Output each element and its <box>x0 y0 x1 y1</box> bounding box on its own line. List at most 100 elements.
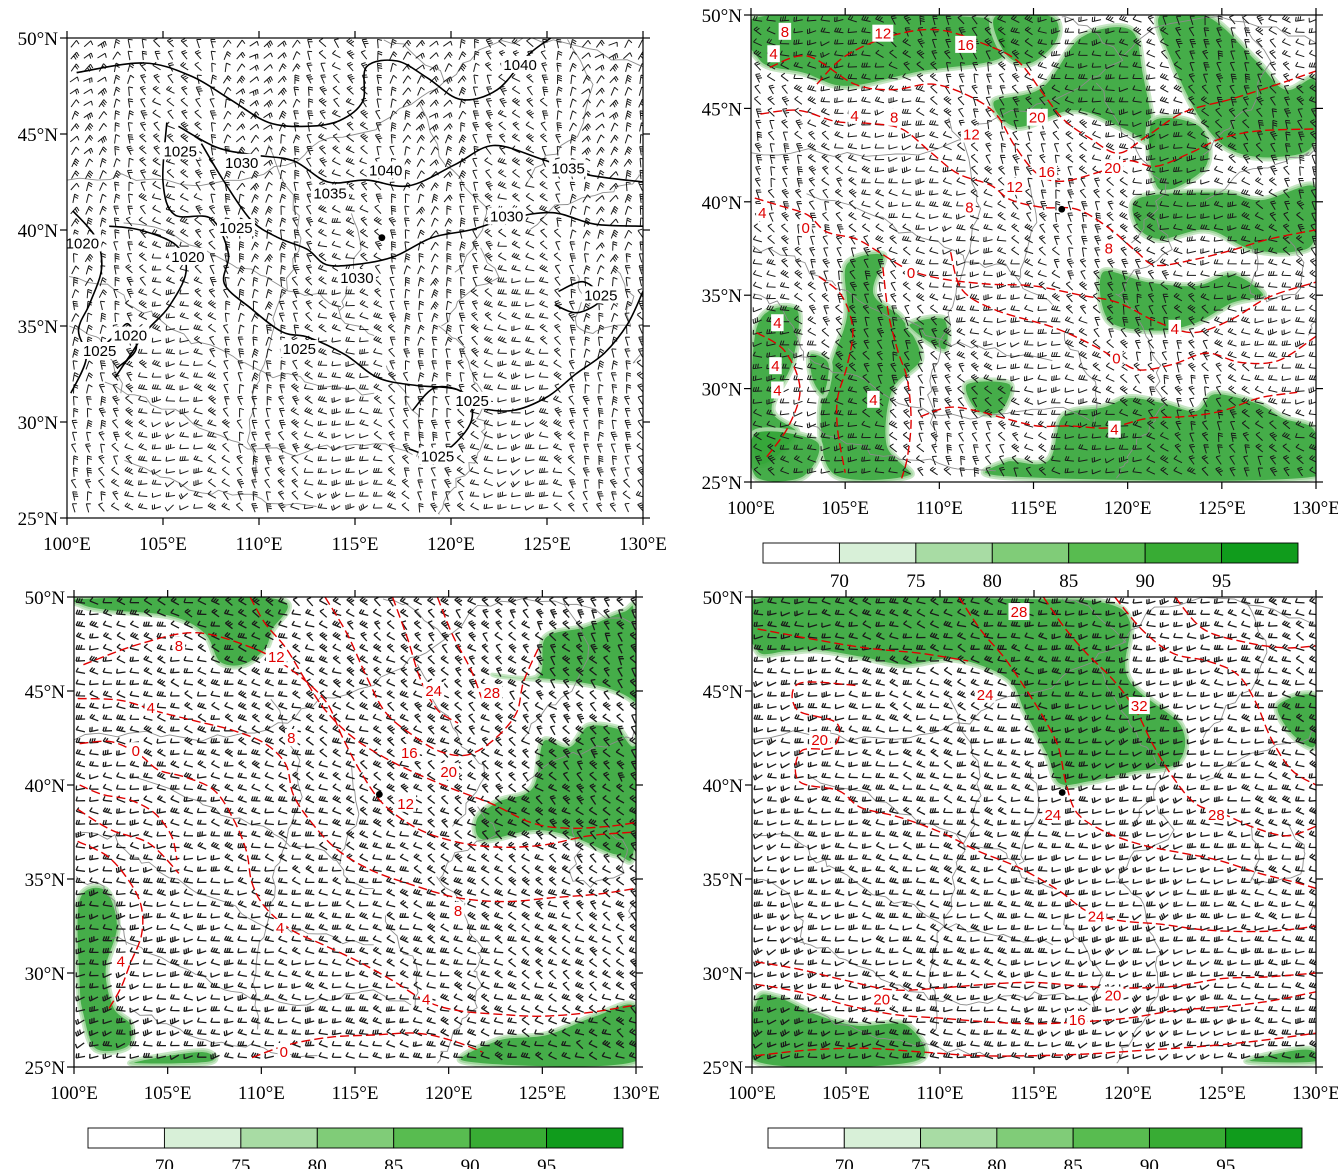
colorbar-top-right: 70 75 80 85 90 95 <box>762 542 1299 592</box>
colorbar-segment <box>920 1127 998 1149</box>
x-tick-label: 130°E <box>612 1083 660 1104</box>
isotherm-line <box>79 784 178 861</box>
contour-label-bg <box>337 269 376 286</box>
y-tick-label: 25°N <box>703 1058 744 1079</box>
contour-label: 24 <box>425 683 442 700</box>
contour-label-bg <box>216 219 255 237</box>
colorbar-segment <box>87 1127 165 1149</box>
y-tick-label: 35°N <box>703 870 744 891</box>
wind-barbs <box>752 597 1316 1061</box>
contour-label-bg <box>767 45 780 63</box>
isotherm-line <box>755 983 1316 1025</box>
contour-label: 1025 <box>584 287 617 304</box>
x-tick-label: 120°E <box>425 1083 473 1104</box>
isotherms <box>755 597 1316 1057</box>
contour-label: 20 <box>440 764 457 781</box>
contour-label-bg <box>963 198 976 216</box>
isotherm-line <box>249 597 636 830</box>
contour-label-bg <box>1102 159 1124 177</box>
contour-label-bg <box>1102 239 1116 257</box>
contour-label-bg <box>955 35 977 53</box>
contour-label: 4 <box>117 954 125 971</box>
contour-label-bg <box>581 286 620 304</box>
contour-label-bg <box>769 357 782 375</box>
contour-label-bg <box>398 744 420 762</box>
x-tick-label: 120°E <box>427 534 475 555</box>
isobar-line <box>161 122 643 412</box>
y-tick-label: 50°N <box>25 588 66 609</box>
humidity-region <box>127 1048 219 1067</box>
contour-label: 8 <box>175 638 183 655</box>
contour-label: 4 <box>869 392 877 409</box>
x-tick-label: 100°E <box>728 1083 776 1104</box>
y-tick-label: 30°N <box>18 413 59 434</box>
contour-label-bg <box>1108 420 1121 438</box>
x-tick-label: 115°E <box>332 1083 379 1104</box>
colorbar-label: 70 <box>835 1156 854 1169</box>
border-line <box>1248 238 1305 303</box>
humidity-shading <box>751 15 1316 482</box>
isotherm-line <box>949 251 1316 371</box>
contour-label-bg <box>1008 603 1030 621</box>
y-tick-label: 45°N <box>703 682 744 703</box>
contour-label: 28 <box>483 685 500 702</box>
contour-label-bg <box>867 390 880 408</box>
contour-label-bg <box>1205 806 1227 824</box>
beijing-station-dot <box>1058 205 1066 213</box>
border-line <box>129 775 374 889</box>
contour-label: 8 <box>287 730 295 747</box>
colorbar-bottom-left: 70 75 80 85 90 95 <box>87 1127 624 1169</box>
isotherm-line <box>77 697 636 903</box>
colorbar-label: 75 <box>231 1156 250 1169</box>
panel-bottom-left: 8 12 4 0 8 24 28 16 20 12 8 4 4 4 0 100°E 105°E 110°E 115°… <box>25 588 660 1104</box>
contour-label-bg <box>168 247 207 265</box>
contour-label: 20 <box>1029 110 1046 127</box>
colorbar-segment <box>1221 542 1299 564</box>
border-line <box>1308 317 1316 336</box>
border-line <box>753 832 837 870</box>
map-content: 8 12 4 0 8 24 28 16 20 12 8 4 4 4 0 <box>74 597 636 1067</box>
colorbar-segment <box>240 1127 318 1149</box>
contour-label: 1025 <box>455 393 488 410</box>
contour-label: 12 <box>963 127 980 144</box>
colorbar-segment <box>838 542 917 564</box>
contour-label: 4 <box>771 358 779 375</box>
contour-label-bg <box>366 161 405 179</box>
x-tick-label: 130°E <box>1292 498 1338 519</box>
isotherm-line <box>436 597 484 701</box>
contour-label: 1035 <box>551 161 584 178</box>
border-line <box>1063 332 1098 423</box>
contour-label-bg <box>1128 697 1150 715</box>
colorbar-segment <box>762 542 840 564</box>
panel-top-left: 1040 1040 1035 1035 1030 1030 1030 1025 1025 1025… <box>18 29 667 555</box>
colorbar-segment <box>996 1127 1074 1149</box>
contour-label: 1020 <box>114 328 147 345</box>
border-line <box>152 313 375 396</box>
x-tick-label: 125°E <box>518 1083 566 1104</box>
border-line <box>1095 82 1167 244</box>
border-line <box>807 774 1053 889</box>
border-line <box>385 365 422 457</box>
border-line <box>1115 293 1166 479</box>
colorbar-label: 90 <box>1140 1156 1159 1169</box>
contour-label-bg <box>871 990 893 1008</box>
contour-label: 8 <box>454 903 462 920</box>
x-tick-label: 100°E <box>43 534 91 555</box>
colorbar-segment <box>991 542 1070 564</box>
contour-label: 4 <box>147 700 155 717</box>
border-line <box>445 38 643 83</box>
isotherm-line <box>816 28 1316 154</box>
contour-label-bg <box>848 106 861 124</box>
colorbar-label: 70 <box>155 1156 174 1169</box>
isobar-line <box>109 225 188 379</box>
colorbar-segment <box>316 1127 395 1149</box>
colorbar-segment <box>469 1127 548 1149</box>
contour-label-bg <box>222 153 261 171</box>
colorbar-label: 75 <box>906 571 925 592</box>
border-line <box>1250 822 1306 886</box>
border-line <box>1018 184 1038 281</box>
isotherm-line <box>391 597 459 724</box>
contour-label-bg <box>144 698 158 716</box>
